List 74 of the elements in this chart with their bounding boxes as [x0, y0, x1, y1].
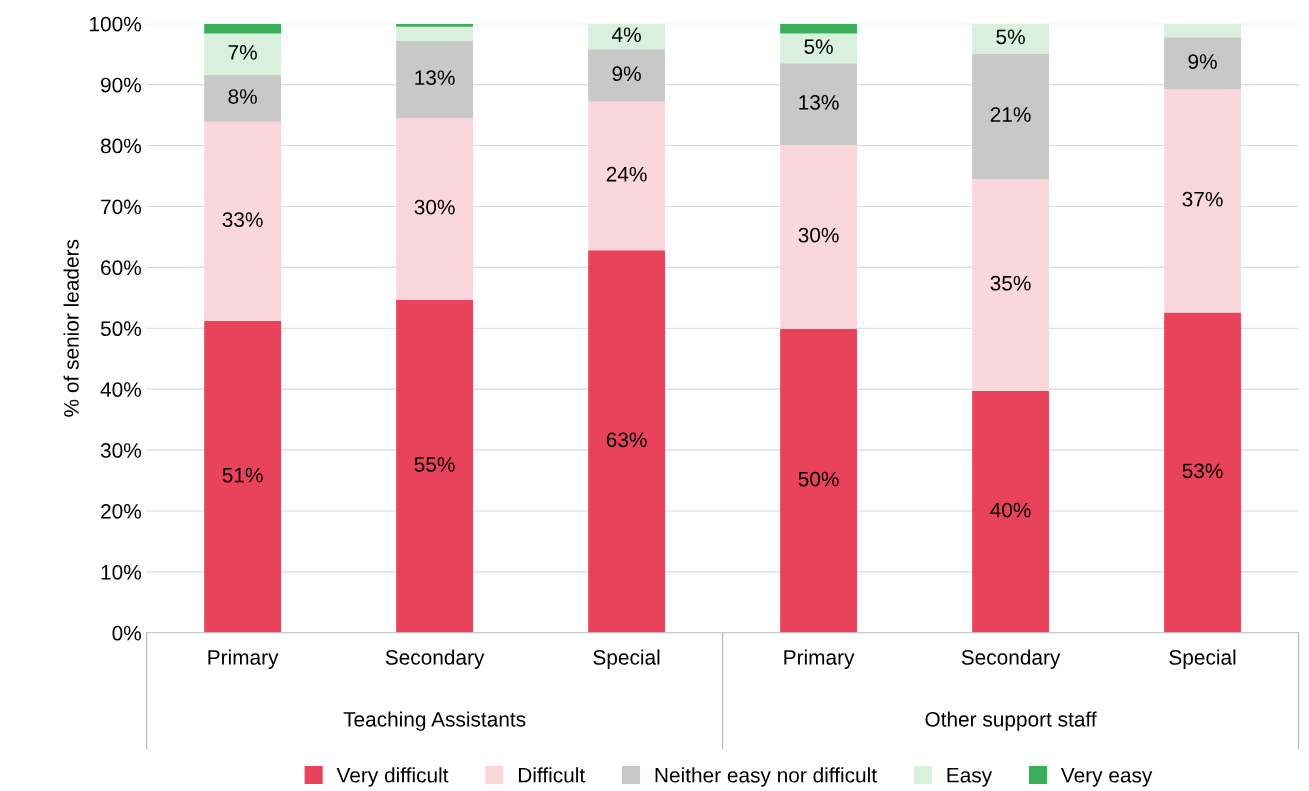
data-label: 5% — [996, 29, 1025, 45]
bar — [204, 23, 281, 34]
data-label: 30% — [414, 199, 455, 215]
bar — [1164, 37, 1241, 90]
data-label: 37% — [1182, 191, 1223, 207]
bar — [204, 33, 281, 75]
bar — [204, 320, 281, 633]
data-label: 50% — [798, 471, 839, 487]
x-tick-label: Primary — [784, 649, 855, 669]
bar — [396, 118, 473, 300]
legend-label: Difficult — [518, 767, 586, 783]
data-label: 24% — [606, 166, 647, 182]
x-tick-label: Primary — [208, 649, 279, 669]
bar — [396, 299, 473, 633]
bar — [396, 23, 473, 27]
bar — [972, 23, 1049, 54]
data-label: 30% — [798, 227, 839, 243]
legend-label: Neither easy nor difficult — [655, 767, 877, 787]
y-tick-label: 60% — [101, 260, 142, 276]
bar — [972, 179, 1049, 391]
x-tick-label: Secondary — [961, 649, 1061, 669]
data-label: 4% — [612, 27, 641, 43]
data-label: 55% — [414, 457, 455, 472]
legend-label: Easy — [947, 768, 993, 787]
x-tick-label: Special — [593, 649, 660, 669]
data-label: 13% — [799, 94, 839, 110]
text: Teaching Assistants — [343, 711, 526, 731]
bar — [780, 63, 857, 145]
y-tick-label: 40% — [100, 382, 142, 397]
y-tick-label: 80% — [100, 138, 142, 154]
data-label: 40% — [990, 502, 1031, 518]
data-label: 51% — [222, 467, 263, 483]
text: Other support staff — [925, 711, 1097, 731]
y-tick-label: 90% — [101, 77, 142, 93]
y-tick-label: 0% — [112, 625, 142, 641]
legend-label: Very easy — [1060, 768, 1153, 787]
y-tick-label: 20% — [101, 503, 142, 519]
bar — [204, 74, 281, 122]
bar — [780, 328, 857, 633]
bar — [396, 26, 473, 41]
legend-label: Very difficult — [336, 767, 449, 787]
bar — [1164, 89, 1241, 313]
bar — [588, 250, 665, 633]
data-label: 7% — [228, 45, 257, 60]
bar — [972, 53, 1049, 180]
data-label: 9% — [612, 66, 641, 82]
y-tick-label: 30% — [100, 443, 142, 458]
data-label: 5% — [804, 39, 833, 54]
x-tick-label: Special — [1169, 649, 1236, 669]
bar — [396, 40, 473, 119]
data-label: 63% — [606, 432, 647, 448]
bar — [1164, 23, 1241, 38]
bar — [588, 23, 665, 50]
y-tick-label: 50% — [100, 321, 142, 337]
y-tick-label: 100% — [90, 16, 142, 32]
bar — [780, 33, 857, 64]
y-tick-label: 70% — [101, 199, 142, 215]
bar — [588, 49, 665, 102]
y-axis-title: % of senior leaders — [63, 239, 79, 417]
data-label: 21% — [990, 107, 1031, 122]
data-label: 13% — [415, 70, 455, 86]
data-label: 33% — [222, 212, 263, 227]
x-tick-label: Secondary — [385, 649, 485, 669]
data-label: 8% — [228, 89, 257, 104]
bar — [1164, 312, 1241, 633]
bar — [588, 101, 665, 251]
data-label: 35% — [990, 275, 1031, 291]
data-label: 9% — [1188, 54, 1217, 69]
bar — [204, 121, 281, 321]
bar — [972, 391, 1049, 633]
data-label: 53% — [1182, 463, 1223, 479]
bar — [780, 23, 857, 34]
y-tick-label: 10% — [101, 564, 142, 580]
bar — [780, 144, 857, 329]
